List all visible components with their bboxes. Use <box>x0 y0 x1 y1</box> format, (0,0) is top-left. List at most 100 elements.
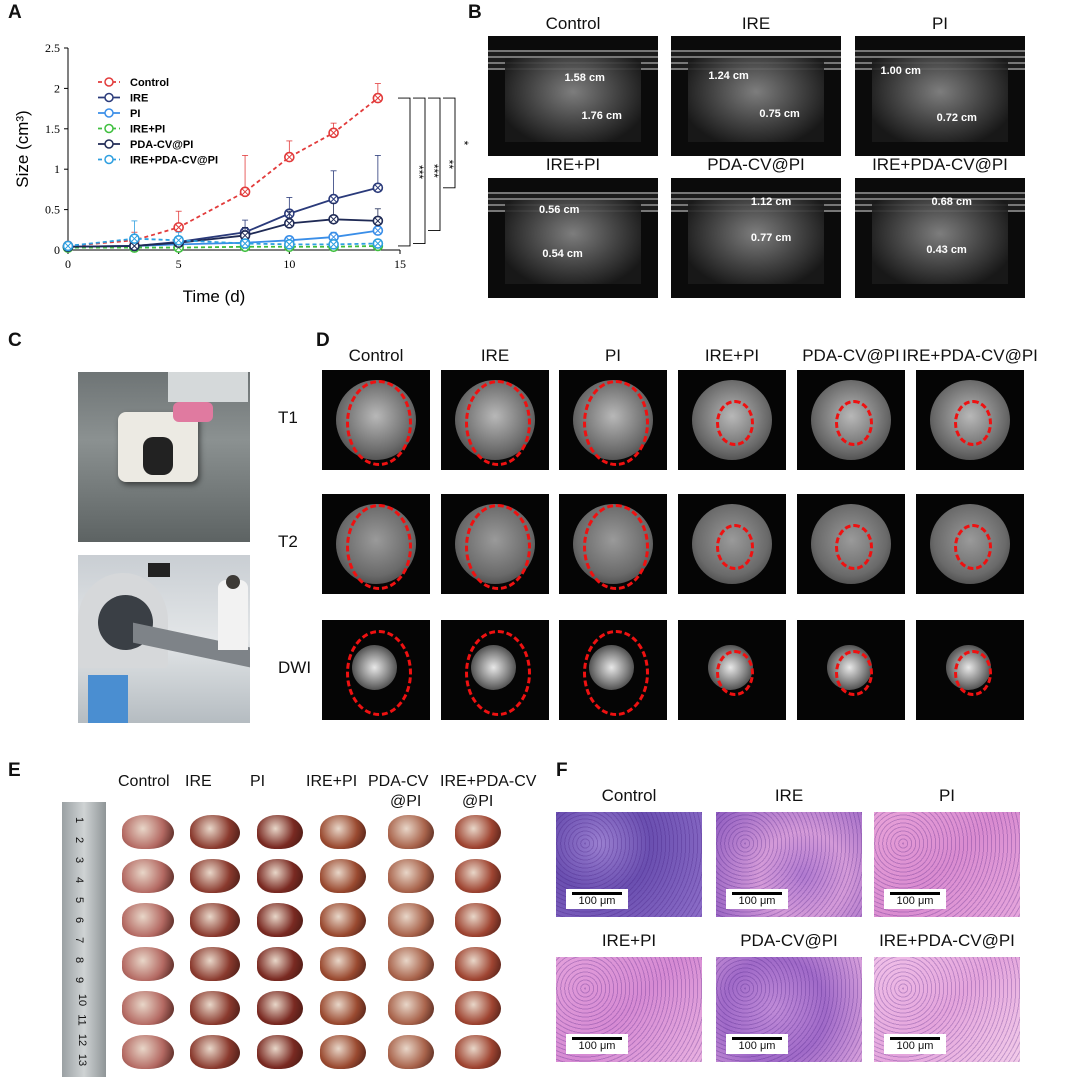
ultrasound-measurement: 1.12 cm <box>750 196 792 208</box>
y-tick-label: 0 <box>54 243 60 257</box>
histology-image: 100 μm <box>556 812 702 917</box>
y-tick-label: 2 <box>54 81 60 95</box>
mri-image <box>678 494 786 594</box>
legend-marker <box>104 123 114 134</box>
scale-bar-line <box>572 1037 622 1040</box>
mri-image <box>559 370 667 470</box>
scale-bar-label: 100 μm <box>578 1040 616 1052</box>
y-tick-label: 1 <box>54 162 60 176</box>
mri-image <box>797 620 905 720</box>
histology-image: 100 μm <box>716 812 862 917</box>
tumor-roi-outline <box>465 630 531 716</box>
ultrasound-measurement: 1.24 cm <box>708 69 749 82</box>
ultrasound-image: 1.00 cm 0.72 cm <box>855 36 1025 156</box>
tumor-roi-outline <box>346 380 412 466</box>
tumor-roi-outline <box>583 630 649 716</box>
ultrasound-title: Control <box>545 14 601 33</box>
mri-image <box>678 370 786 470</box>
tumor-specimen <box>455 859 501 893</box>
ruler-mark: 4 <box>73 876 86 884</box>
tumor-specimen <box>320 1035 366 1069</box>
ultrasound-field <box>505 199 641 284</box>
tumor-specimen <box>190 947 240 981</box>
ruler-mark: 2 <box>73 836 86 844</box>
data-point-cross <box>330 215 337 223</box>
legend-marker <box>104 108 114 118</box>
data-point-cross <box>330 129 337 137</box>
y-tick-label: 0.5 <box>45 203 60 217</box>
y-tick-label: 2.5 <box>45 41 60 55</box>
scale-bar-label: 100 μm <box>896 895 934 907</box>
tumor-specimen <box>122 815 174 849</box>
ultrasound-field <box>505 57 641 142</box>
tumor-specimen <box>320 903 366 937</box>
ultrasound-field <box>688 57 824 142</box>
mri-row-title: T2 <box>278 532 298 551</box>
legend-label: Control <box>130 77 169 89</box>
tumor-specimen <box>320 859 366 893</box>
y-axis-label: Size (cm³) <box>13 110 32 187</box>
histology-image: 100 μm <box>874 957 1020 1062</box>
tumor-specimen <box>388 991 434 1025</box>
data-point-cross <box>285 219 293 227</box>
ultrasound-measurement: 0.75 cm <box>759 108 800 120</box>
tumor-specimen <box>257 859 303 893</box>
tumor-specimen <box>455 991 501 1025</box>
scale-bar-label: 100 μm <box>578 895 616 907</box>
tumor-specimen <box>122 991 174 1025</box>
histology-title: IRE+PI <box>601 931 657 950</box>
tumor-column-title: IRE <box>185 773 212 790</box>
legend-marker <box>104 92 114 103</box>
ultrasound-measurement: 0.68 cm <box>931 196 972 208</box>
mri-image <box>916 494 1024 594</box>
ultrasound-measurement: 0.72 cm <box>936 111 977 124</box>
scale-bar: 100 μm <box>726 889 788 909</box>
ultrasound-title: IRE <box>741 14 771 33</box>
x-tick-label: 15 <box>394 257 406 271</box>
ruler-mark: 5 <box>73 896 86 904</box>
tumor-roi-outline <box>716 650 754 696</box>
tumor-specimen <box>257 991 303 1025</box>
histology-title: IRE+PDA-CV@PI <box>879 931 1015 950</box>
tumor-specimen <box>320 947 366 981</box>
tumor-roi-outline <box>583 504 649 590</box>
data-point-cross <box>374 227 382 234</box>
tumor-specimen <box>190 903 240 937</box>
tumor-column-title: PDA-CV <box>368 773 429 790</box>
tumor-specimen <box>190 1035 240 1069</box>
panel-label-e: E <box>8 760 21 781</box>
y-tick-label: 1.5 <box>45 122 60 136</box>
tumor-roi-outline <box>954 524 992 570</box>
tumor-specimen <box>122 1035 174 1069</box>
tumor-column-title: PI <box>250 773 266 790</box>
ultrasound-image: 1.58 cm 1.76 cm <box>488 36 658 156</box>
tumor-roi-outline <box>465 504 531 590</box>
tumor-specimen <box>388 947 434 981</box>
tumor-specimen <box>388 903 434 937</box>
tumor-specimen <box>122 947 174 981</box>
mri-image <box>678 620 786 720</box>
tumor-roi-outline <box>954 400 992 446</box>
legend-label: IRE+PDA-CV@PI <box>130 155 218 167</box>
series-0 <box>62 83 384 252</box>
tumor-specimen <box>122 859 174 893</box>
tumor-specimen <box>455 1035 501 1069</box>
data-point-cross <box>374 94 382 102</box>
tumor-roi-outline <box>835 400 873 446</box>
ultrasound-measurement: 1.58 cm <box>564 72 605 84</box>
tumor-roi-outline <box>346 504 412 590</box>
scale-bar-line <box>732 892 782 895</box>
tumor-roi-outline <box>954 650 992 696</box>
ultrasound-measurement: 0.43 cm <box>926 244 967 256</box>
histology-image: 100 μm <box>874 812 1020 917</box>
tumor-specimen <box>190 859 240 893</box>
scale-bar: 100 μm <box>566 889 628 909</box>
tumor-specimen <box>455 815 501 849</box>
tumor-specimen <box>388 1035 434 1069</box>
significance-bracket <box>443 97 456 189</box>
tumor-specimen <box>320 991 366 1025</box>
tumor-roi-outline <box>346 630 412 716</box>
data-point-cross <box>330 195 337 203</box>
ultrasound-title: IRE+PI <box>545 155 601 174</box>
ultrasound-image: 1.24 cm 0.75 cm <box>671 36 841 156</box>
